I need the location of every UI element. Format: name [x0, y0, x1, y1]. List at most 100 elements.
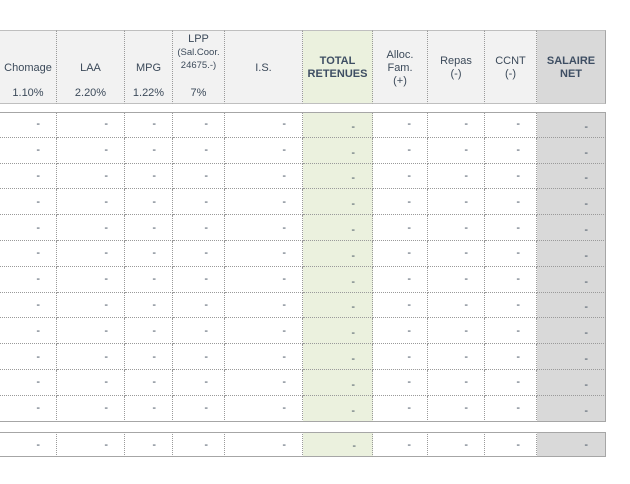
cell-ccnt[interactable]: -	[485, 215, 537, 241]
cell-repas[interactable]: -	[428, 395, 485, 422]
cell-salaire-net[interactable]: -	[537, 215, 606, 241]
cell-laa[interactable]: -	[57, 370, 125, 396]
cell-lpp[interactable]: -	[173, 318, 225, 345]
cell-total-retenues[interactable]: -	[303, 370, 373, 396]
cell-is[interactable]: -	[225, 112, 303, 138]
cell-lpp[interactable]: -	[173, 137, 225, 164]
cell-is[interactable]: -	[225, 189, 303, 216]
cell-alloc-fam[interactable]: -	[373, 292, 428, 319]
cell-laa[interactable]: -	[57, 344, 125, 370]
cell-chomage[interactable]: -	[0, 189, 57, 216]
cell-salaire-net[interactable]: -	[537, 318, 606, 345]
cell-alloc-fam[interactable]: -	[373, 112, 428, 138]
cell-salaire-net[interactable]: -	[537, 344, 606, 370]
cell-chomage[interactable]: -	[0, 318, 57, 345]
cell-laa[interactable]: -	[57, 112, 125, 138]
cell-is[interactable]: -	[225, 266, 303, 293]
cell-repas[interactable]: -	[428, 163, 485, 190]
cell-salaire-net[interactable]: -	[537, 189, 606, 216]
cell-lpp[interactable]: -	[173, 215, 225, 241]
cell-mpg[interactable]: -	[125, 215, 173, 241]
cell-is[interactable]: -	[225, 292, 303, 319]
cell-mpg[interactable]: -	[125, 266, 173, 293]
cell-salaire-net[interactable]: -	[537, 370, 606, 396]
cell-laa[interactable]: -	[57, 215, 125, 241]
cell-repas[interactable]: -	[428, 292, 485, 319]
cell-repas[interactable]: -	[428, 318, 485, 345]
total-alloc-fam[interactable]: -	[373, 432, 428, 457]
cell-repas[interactable]: -	[428, 112, 485, 138]
cell-laa[interactable]: -	[57, 163, 125, 190]
cell-ccnt[interactable]: -	[485, 344, 537, 370]
cell-repas[interactable]: -	[428, 370, 485, 396]
cell-ccnt[interactable]: -	[485, 395, 537, 422]
cell-repas[interactable]: -	[428, 137, 485, 164]
cell-lpp[interactable]: -	[173, 292, 225, 319]
cell-total-retenues[interactable]: -	[303, 318, 373, 345]
cell-laa[interactable]: -	[57, 241, 125, 267]
cell-laa[interactable]: -	[57, 395, 125, 422]
cell-mpg[interactable]: -	[125, 344, 173, 370]
cell-repas[interactable]: -	[428, 266, 485, 293]
cell-lpp[interactable]: -	[173, 189, 225, 216]
cell-laa[interactable]: -	[57, 292, 125, 319]
cell-mpg[interactable]: -	[125, 395, 173, 422]
cell-repas[interactable]: -	[428, 189, 485, 216]
cell-ccnt[interactable]: -	[485, 370, 537, 396]
cell-is[interactable]: -	[225, 215, 303, 241]
cell-total-retenues[interactable]: -	[303, 292, 373, 319]
cell-alloc-fam[interactable]: -	[373, 395, 428, 422]
cell-chomage[interactable]: -	[0, 344, 57, 370]
total-mpg[interactable]: -	[125, 432, 173, 457]
cell-chomage[interactable]: -	[0, 112, 57, 138]
cell-total-retenues[interactable]: -	[303, 215, 373, 241]
cell-repas[interactable]: -	[428, 241, 485, 267]
cell-mpg[interactable]: -	[125, 241, 173, 267]
total-lpp[interactable]: -	[173, 432, 225, 457]
cell-lpp[interactable]: -	[173, 241, 225, 267]
cell-lpp[interactable]: -	[173, 112, 225, 138]
cell-is[interactable]: -	[225, 137, 303, 164]
cell-salaire-net[interactable]: -	[537, 292, 606, 319]
cell-laa[interactable]: -	[57, 189, 125, 216]
cell-total-retenues[interactable]: -	[303, 241, 373, 267]
cell-chomage[interactable]: -	[0, 266, 57, 293]
cell-total-retenues[interactable]: -	[303, 163, 373, 190]
cell-ccnt[interactable]: -	[485, 292, 537, 319]
cell-alloc-fam[interactable]: -	[373, 163, 428, 190]
cell-ccnt[interactable]: -	[485, 112, 537, 138]
cell-lpp[interactable]: -	[173, 370, 225, 396]
cell-salaire-net[interactable]: -	[537, 112, 606, 138]
total-laa[interactable]: -	[57, 432, 125, 457]
cell-lpp[interactable]: -	[173, 266, 225, 293]
cell-total-retenues[interactable]: -	[303, 395, 373, 422]
cell-alloc-fam[interactable]: -	[373, 241, 428, 267]
cell-alloc-fam[interactable]: -	[373, 266, 428, 293]
cell-lpp[interactable]: -	[173, 344, 225, 370]
cell-mpg[interactable]: -	[125, 163, 173, 190]
cell-is[interactable]: -	[225, 395, 303, 422]
cell-laa[interactable]: -	[57, 266, 125, 293]
cell-laa[interactable]: -	[57, 137, 125, 164]
cell-salaire-net[interactable]: -	[537, 163, 606, 190]
cell-salaire-net[interactable]: -	[537, 395, 606, 422]
cell-total-retenues[interactable]: -	[303, 112, 373, 138]
cell-is[interactable]: -	[225, 318, 303, 345]
cell-salaire-net[interactable]: -	[537, 137, 606, 164]
cell-lpp[interactable]: -	[173, 163, 225, 190]
cell-salaire-net[interactable]: -	[537, 266, 606, 293]
cell-is[interactable]: -	[225, 344, 303, 370]
total-salaire-net[interactable]: -	[537, 432, 606, 457]
cell-repas[interactable]: -	[428, 215, 485, 241]
cell-alloc-fam[interactable]: -	[373, 344, 428, 370]
cell-mpg[interactable]: -	[125, 318, 173, 345]
cell-repas[interactable]: -	[428, 344, 485, 370]
cell-chomage[interactable]: -	[0, 163, 57, 190]
cell-ccnt[interactable]: -	[485, 318, 537, 345]
cell-alloc-fam[interactable]: -	[373, 215, 428, 241]
cell-chomage[interactable]: -	[0, 370, 57, 396]
total-ccnt[interactable]: -	[485, 432, 537, 457]
cell-lpp[interactable]: -	[173, 395, 225, 422]
cell-mpg[interactable]: -	[125, 137, 173, 164]
cell-salaire-net[interactable]: -	[537, 241, 606, 267]
